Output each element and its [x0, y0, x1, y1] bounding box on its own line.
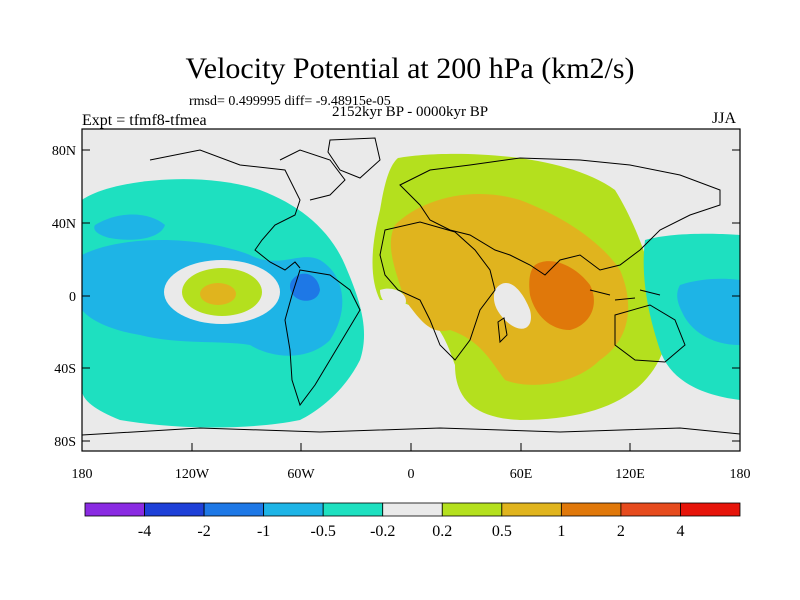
experiment-label: Expt = tfmf8-tfmea: [82, 112, 207, 129]
colorbar-label: -2: [197, 523, 210, 540]
colorbar-swatch: [441, 502, 503, 517]
colorbar-label: 4: [676, 523, 684, 540]
contour-center-orange: [200, 283, 236, 305]
y-tick-label: 0: [69, 290, 76, 305]
x-tick-label: 180: [730, 467, 751, 482]
x-tick-label: 0: [408, 467, 415, 482]
colorbar-swatch: [501, 502, 562, 517]
colorbar-label: -4: [138, 523, 151, 540]
contour-fill: [82, 129, 740, 451]
x-tick-label: 120W: [175, 467, 210, 482]
colorbar-swatch: [382, 502, 443, 517]
stats-text: rmsd= 0.499995 diff= -9.48915e-05: [189, 94, 391, 109]
colorbar-swatch: [263, 502, 324, 517]
colorbar-label: -0.5: [311, 523, 336, 540]
colorbar-swatch: [560, 502, 622, 517]
colorbar-swatch: [144, 502, 205, 517]
colorbar-label: 1: [557, 523, 565, 540]
colorbar-swatch: [322, 502, 384, 517]
x-tick-label: 180: [72, 467, 93, 482]
y-tick-label: 80N: [52, 144, 76, 159]
colorbar-swatch: [84, 502, 145, 517]
contour-negative-1: [289, 273, 320, 301]
colorbar-label: 2: [617, 523, 625, 540]
colorbar-label: 0.2: [432, 523, 452, 540]
y-tick-label: 40N: [52, 217, 76, 232]
period-label: 2152kyr BP - 0000kyr BP: [331, 104, 489, 120]
colorbar-labels: -4 -2 -1 -0.5 -0.2 0.2 0.5 1 2 4: [138, 523, 685, 540]
colorbar-label: 0.5: [492, 523, 512, 540]
y-tick-label: 80S: [54, 435, 76, 450]
contour-positive-1: [529, 261, 594, 330]
colorbar-swatch: [203, 502, 265, 517]
colorbar-label: -0.2: [370, 523, 395, 540]
x-tick-label: 60W: [287, 467, 315, 482]
y-tick-label: 40S: [54, 362, 76, 377]
x-tick-label: 60E: [510, 467, 533, 482]
colorbar-label: -1: [257, 523, 270, 540]
colorbar: [84, 502, 741, 517]
season-label: JJA: [712, 110, 737, 127]
colorbar-swatch: [620, 502, 681, 517]
x-tick-label: 120E: [615, 467, 645, 482]
map-title: Velocity Potential at 200 hPa (km2/s): [185, 52, 635, 85]
colorbar-swatch: [680, 502, 741, 517]
coastlines: [82, 137, 740, 436]
